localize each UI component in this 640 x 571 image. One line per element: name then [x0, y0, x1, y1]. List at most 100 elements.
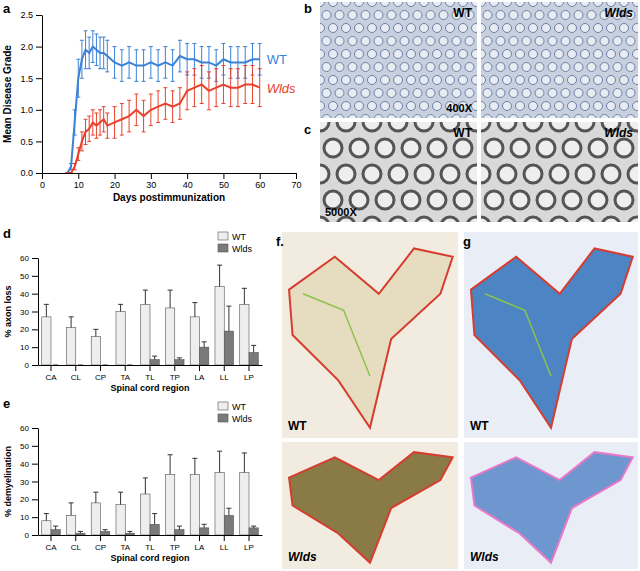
- tick-label: 20: [20, 325, 29, 334]
- texture: [439, 115, 448, 119]
- error-bar-part: [74, 164, 75, 170]
- error-bar: [226, 508, 231, 515]
- texture: [568, 2, 577, 7]
- error-bar-part: [91, 62, 95, 63]
- texture: [481, 76, 486, 85]
- error-bar-part: [156, 90, 160, 91]
- error-bar-part: [143, 290, 148, 291]
- error-bar-part: [252, 66, 253, 104]
- texture: [561, 11, 570, 20]
- legend-swatch: [218, 402, 228, 410]
- error-bar-part: [142, 81, 146, 82]
- error-bar: [185, 72, 189, 110]
- tile-label: Wlds: [604, 6, 633, 20]
- image-tile: [481, 2, 638, 118]
- error-bar-part: [78, 531, 83, 532]
- texture: [415, 122, 433, 131]
- texture: [628, 217, 638, 222]
- tick-mark: [78, 173, 79, 179]
- error-bar-part: [145, 478, 146, 494]
- texture: [498, 165, 516, 183]
- texture: [361, 63, 370, 72]
- texture: [615, 191, 633, 209]
- texture: [433, 102, 442, 111]
- texture: [420, 2, 429, 7]
- tick: LP: [244, 365, 254, 382]
- error-bar-part: [69, 502, 74, 503]
- texture: [400, 11, 409, 20]
- texture: [537, 191, 555, 209]
- texture: [633, 76, 639, 85]
- error-bar-part: [258, 68, 262, 69]
- error-bar: [127, 365, 132, 366]
- tile-label: WT: [453, 126, 472, 140]
- texture: [581, 102, 590, 111]
- error-bar-part: [142, 131, 146, 132]
- texture: [607, 102, 616, 111]
- texture: [581, 50, 590, 59]
- bar: [200, 347, 209, 365]
- error-bar-part: [44, 513, 49, 514]
- texture: [602, 217, 620, 222]
- texture: [400, 89, 409, 98]
- error-bar-part: [163, 46, 167, 47]
- error-bar-part: [171, 49, 175, 50]
- tick: 30: [146, 173, 156, 190]
- error-bar: [94, 113, 98, 138]
- texture: [426, 11, 435, 20]
- texture: [483, 89, 492, 98]
- tick: 2.0: [20, 42, 42, 52]
- error-bar-part: [94, 33, 98, 34]
- tick-label: 0: [25, 361, 30, 370]
- texture: [509, 11, 518, 20]
- texture: [511, 191, 529, 209]
- error-bar-part: [158, 50, 159, 82]
- texture: [337, 122, 355, 131]
- texture: [322, 37, 331, 46]
- texture: [322, 89, 331, 98]
- texture: [433, 50, 442, 59]
- error-bar: [192, 458, 197, 474]
- texture: [633, 50, 639, 59]
- error-bar-part: [89, 116, 90, 141]
- texture: [503, 2, 512, 7]
- texture: [342, 24, 351, 33]
- error-bar-part: [200, 103, 204, 104]
- texture: [452, 89, 461, 98]
- texture: [465, 89, 474, 98]
- error-bar-part: [78, 59, 79, 97]
- error-bar-part: [103, 107, 104, 132]
- error-bar-part: [127, 131, 131, 132]
- texture: [574, 63, 583, 72]
- error-bar-part: [53, 526, 58, 527]
- image-tile: [464, 442, 638, 569]
- bar: [100, 531, 109, 535]
- error-bar-part: [96, 113, 97, 138]
- error-bar-part: [145, 290, 146, 304]
- x-axis-title: Spinal cord region: [110, 383, 189, 393]
- texture: [465, 115, 474, 119]
- tick: LL: [220, 365, 229, 382]
- error-bar-part: [172, 50, 173, 82]
- error-bar-part: [229, 106, 233, 107]
- legend-swatch: [218, 232, 228, 240]
- texture: [348, 11, 357, 20]
- texture: [589, 191, 607, 209]
- error-bar-part: [185, 109, 189, 110]
- texture: [363, 122, 381, 131]
- tick-mark: [199, 535, 200, 541]
- legend-label: Wlds: [232, 414, 252, 424]
- texture: [535, 89, 544, 98]
- tick-mark: [125, 365, 126, 371]
- texture: [600, 37, 609, 46]
- tick-label: LL: [220, 543, 229, 552]
- error-bar-part: [170, 455, 171, 475]
- texture: [322, 115, 331, 119]
- tick-mark: [187, 173, 188, 179]
- error-bar-part: [120, 49, 124, 50]
- error-bar-part: [229, 46, 233, 47]
- error-bar-part: [178, 87, 182, 88]
- tick-mark: [32, 517, 38, 518]
- tick-mark: [32, 258, 38, 259]
- error-bar: [214, 69, 218, 107]
